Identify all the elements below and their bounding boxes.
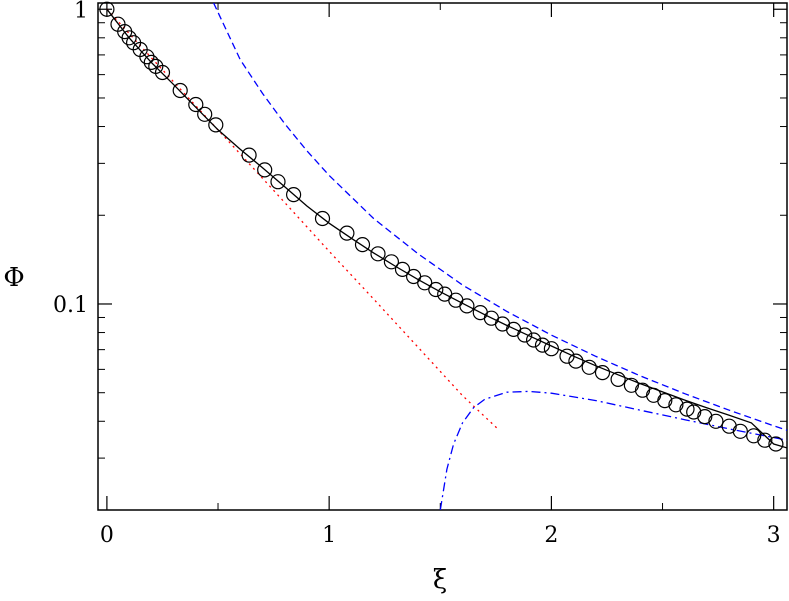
data-point xyxy=(99,1,115,17)
data-point xyxy=(517,327,533,343)
data-point xyxy=(428,281,444,298)
data-point xyxy=(339,225,355,241)
data-point xyxy=(768,436,784,452)
data-point xyxy=(286,187,302,203)
data-point xyxy=(679,401,695,417)
data-point xyxy=(559,348,575,364)
data-point xyxy=(188,96,204,113)
data-point xyxy=(686,404,702,420)
data-point xyxy=(594,365,611,381)
x-tick-label: 0 xyxy=(100,523,114,548)
data-point xyxy=(197,106,213,122)
data-point xyxy=(143,54,159,71)
x-tick-label: 3 xyxy=(767,523,781,548)
data-point xyxy=(257,162,273,178)
data-point xyxy=(645,387,662,403)
data-point xyxy=(746,428,762,444)
data-point xyxy=(623,377,640,393)
data-point xyxy=(370,246,386,262)
series-small-xi xyxy=(106,8,499,430)
data-point xyxy=(668,397,684,413)
data-point xyxy=(721,418,737,434)
data-point xyxy=(543,341,560,357)
data-point xyxy=(610,371,626,387)
x-tick-label: 2 xyxy=(544,523,558,548)
y-tick-label: 1 xyxy=(74,0,88,23)
data-point xyxy=(354,237,371,253)
x-tick-label: 1 xyxy=(322,523,336,548)
series-layer xyxy=(99,1,787,510)
data-point xyxy=(417,275,433,291)
data-point xyxy=(708,413,724,429)
data-point xyxy=(757,432,773,448)
series-fit xyxy=(106,8,787,449)
data-point xyxy=(241,147,257,163)
data-point xyxy=(505,321,522,337)
data-point xyxy=(383,254,399,270)
data-point xyxy=(121,30,137,46)
data-point xyxy=(657,393,673,409)
y-axis-title: Φ xyxy=(3,263,24,293)
axis-ticks xyxy=(98,3,787,511)
tick-labels: 0 1 2 3 0.1 1 xyxy=(53,0,781,548)
data-point xyxy=(139,49,155,65)
data-point xyxy=(154,64,171,81)
data-point xyxy=(697,409,713,425)
data-point xyxy=(394,261,411,277)
data-point xyxy=(208,117,224,133)
data-point xyxy=(581,359,597,375)
data-point xyxy=(172,82,188,99)
series-large-xi xyxy=(213,3,787,431)
data-point xyxy=(525,332,542,348)
x-axis-title: ξ xyxy=(433,565,447,595)
data-point xyxy=(568,353,584,369)
data-point xyxy=(634,382,651,398)
data-point xyxy=(732,423,748,439)
data-point xyxy=(459,298,475,314)
y-tick-label: 0.1 xyxy=(53,293,88,318)
data-point xyxy=(314,210,331,227)
data-point xyxy=(534,337,551,353)
series-large-xi-corrected xyxy=(439,390,787,510)
plot-frame xyxy=(97,2,788,511)
data-point xyxy=(270,174,286,190)
